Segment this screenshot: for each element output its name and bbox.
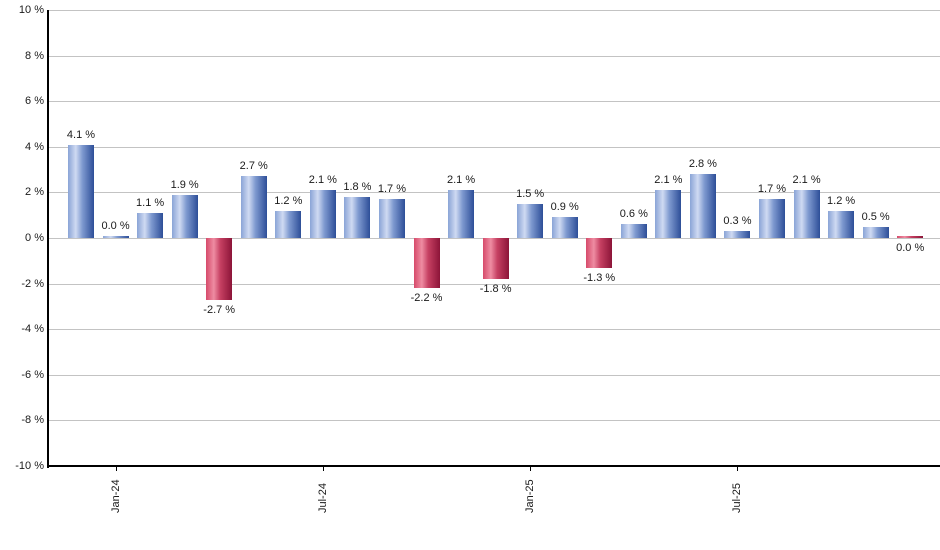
bar[interactable] <box>344 196 371 238</box>
gridline <box>48 10 940 11</box>
x-axis-tick-label: Jul-24 <box>316 483 329 513</box>
x-axis-tick <box>322 466 324 471</box>
gridline <box>48 420 940 422</box>
bar[interactable] <box>482 238 509 280</box>
y-axis-tick-label: -2 % <box>21 277 44 290</box>
gridline <box>48 329 940 331</box>
y-axis-tick-label: -8 % <box>21 414 44 427</box>
y-axis-tick-label: 10 % <box>18 4 44 16</box>
bar-value-label: -2.2 % <box>410 292 443 305</box>
bar-value-label: 1.1 % <box>136 196 165 209</box>
bar[interactable] <box>586 238 613 268</box>
gridline <box>48 283 940 285</box>
bar-value-label: 1.8 % <box>343 180 372 193</box>
y-axis-tick-label: -4 % <box>21 323 44 336</box>
bar-value-label: 0.0 % <box>896 242 925 254</box>
bar[interactable] <box>275 210 302 238</box>
bar[interactable] <box>655 190 682 238</box>
bar[interactable] <box>171 194 198 238</box>
bar[interactable] <box>413 238 440 289</box>
bar-value-label: 0.6 % <box>619 208 648 221</box>
bar[interactable] <box>897 235 924 238</box>
bar-value-label: 2.1 % <box>308 174 337 187</box>
bar[interactable] <box>137 212 164 238</box>
bar[interactable] <box>620 224 647 238</box>
x-axis-tick-label: Jul-25 <box>731 483 744 513</box>
gridline <box>48 101 940 103</box>
bar[interactable] <box>68 144 94 238</box>
x-axis-tick <box>737 466 739 471</box>
gridline <box>48 192 940 194</box>
bar-value-label: 2.1 % <box>654 174 683 187</box>
x-axis-tick <box>530 466 532 471</box>
bar-value-label: 2.8 % <box>688 158 717 171</box>
bar-value-label: 2.1 % <box>792 174 821 187</box>
x-axis-line <box>47 465 940 467</box>
bar[interactable] <box>793 190 820 238</box>
bar-value-label: 1.9 % <box>170 178 199 191</box>
bar-value-label: 1.5 % <box>516 187 545 200</box>
bar-value-label: 1.2 % <box>274 194 303 207</box>
bar-value-label: -1.3 % <box>583 271 616 284</box>
bar-value-label: 1.7 % <box>757 183 787 196</box>
y-axis-tick-label: 8 % <box>25 49 44 62</box>
bar[interactable] <box>862 226 889 238</box>
y-axis-tick-label: 4 % <box>25 140 44 153</box>
bar[interactable] <box>206 238 233 300</box>
y-axis-tick-label: -6 % <box>21 368 44 381</box>
bar-value-label: 1.2 % <box>827 194 856 207</box>
gridline <box>48 374 940 376</box>
bar[interactable] <box>828 210 855 238</box>
bar[interactable] <box>240 176 267 238</box>
bar[interactable] <box>689 174 716 238</box>
bar[interactable] <box>448 190 475 238</box>
gridline <box>48 146 940 148</box>
bar-value-label: 0.5 % <box>861 210 890 223</box>
bar[interactable] <box>102 235 129 238</box>
gridline <box>48 55 940 57</box>
bar-value-label: 2.7 % <box>239 160 268 173</box>
bar[interactable] <box>378 199 405 238</box>
y-axis-tick-label: 6 % <box>25 95 44 108</box>
bar[interactable] <box>724 231 751 238</box>
bar-value-label: 0.0 % <box>101 219 130 232</box>
y-axis-tick-label: 2 % <box>25 186 44 199</box>
bar[interactable] <box>517 203 544 238</box>
x-axis-tick-label: Jan-24 <box>109 479 122 513</box>
x-axis-tick <box>115 466 117 471</box>
bar-value-label: 1.7 % <box>377 183 407 196</box>
bar[interactable] <box>309 190 336 238</box>
bar[interactable] <box>551 217 578 238</box>
bar[interactable] <box>759 199 785 238</box>
x-axis-tick-label: Jan-25 <box>524 479 537 513</box>
bar-value-label: 0.3 % <box>723 215 752 228</box>
bar-value-label: 0.9 % <box>550 201 579 214</box>
bar-value-label: 2.1 % <box>446 174 476 187</box>
bar-value-label: 4.1 % <box>66 128 96 141</box>
bar-value-label: -2.7 % <box>203 303 236 316</box>
y-axis-tick-label: 0 % <box>25 232 44 244</box>
bar-value-label: -1.8 % <box>479 283 512 296</box>
y-axis-line <box>47 10 49 468</box>
y-axis-tick-label: -10 % <box>15 460 44 472</box>
